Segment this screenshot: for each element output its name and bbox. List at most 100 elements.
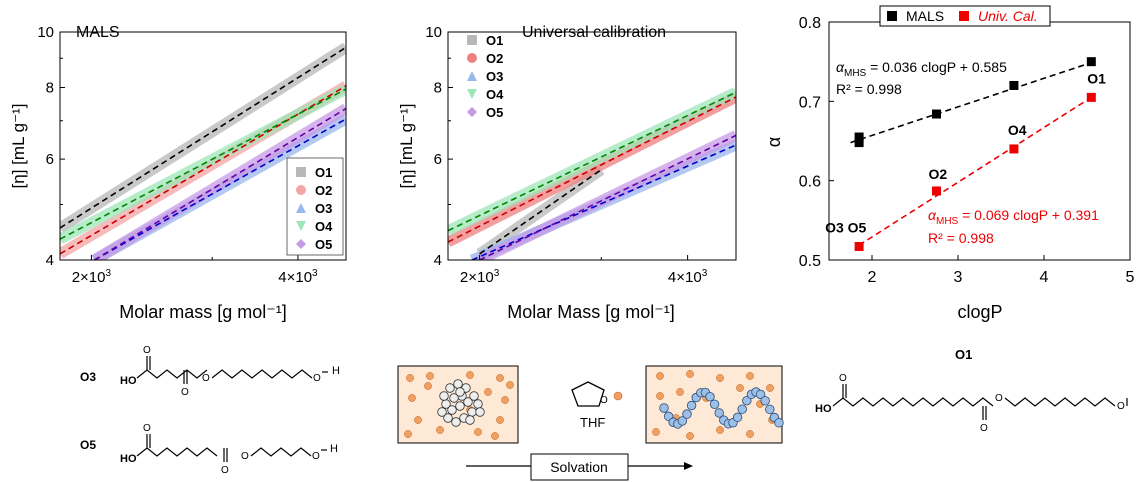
alpha-x-tick-label: 2 (868, 269, 877, 286)
alpha-vs-clogp-chart: 2 3 4 5 0.5 0.6 0.7 0.8 O3 O5 O2 O4 O1 clogP α MAL… (764, 5, 1135, 322)
alpha-legend: MALS Univ. Cal. (879, 5, 1051, 27)
o5-h-text: H (330, 443, 338, 455)
uc-x-axis-label: Molar Mass [g mol⁻¹] (507, 302, 675, 322)
solvent-molecule (652, 428, 660, 436)
o1-o-end: O (1117, 401, 1125, 412)
o3-chain-2 (211, 369, 313, 379)
mals-fit-line-o1 (60, 46, 346, 229)
legend-marker-mals (887, 11, 897, 21)
o1-o-2: O (980, 423, 988, 434)
solvent-molecule (716, 426, 724, 434)
univ-cal-fit-r2: R² = 0.998 (928, 230, 994, 246)
polymer-bead-extended (737, 404, 747, 414)
alpha-plot-frame (828, 21, 1131, 261)
solvent-molecule (491, 432, 499, 440)
o5-o-end: O (312, 451, 320, 462)
mals-point (854, 132, 864, 142)
solvation-scheme: O THF Solvation (397, 365, 784, 481)
uc-legend-marker-o3 (467, 71, 477, 81)
o5-ho-text: HO (120, 453, 137, 465)
structure-o5-label: O5 (80, 438, 96, 452)
o5-o-1: O (143, 423, 151, 434)
mals-legend-box (286, 157, 344, 256)
mals-legend-marker-o4 (296, 221, 306, 231)
uc-legend-marker-o5 (467, 107, 477, 117)
mals-x-tick-label: 4×103 (278, 268, 318, 286)
alpha-x-tick-label: 3 (954, 269, 963, 286)
uc-fit-line-o5 (479, 134, 736, 260)
mals-legend-label-o1: O1 (315, 165, 332, 180)
mals-fit-line-o3 (93, 118, 346, 260)
mals-point (932, 109, 941, 119)
mals-point (854, 138, 864, 148)
mals-point (1009, 80, 1019, 90)
solvent-molecule (408, 394, 416, 402)
mals-legend-label-o5: O5 (315, 237, 332, 252)
thf-o-atom: O (600, 395, 608, 406)
mals-legend: O1 O2 O3 O4 O5 (286, 157, 344, 256)
uc-y-tick-label: 6 (434, 151, 442, 168)
polymer-bead-extended (742, 395, 752, 406)
thf-ring-icon (571, 381, 605, 407)
univ-cal-point (1009, 144, 1019, 154)
solvent-molecule (686, 432, 694, 440)
o5-o-ester: O (241, 451, 249, 462)
mals-fit-equation: αMHS = 0.036 clogP + 0.585 (836, 59, 1007, 79)
o5-chain-2 (250, 447, 312, 457)
alpha-y-axis-label: α (764, 137, 784, 147)
alpha-point-label: O3 O5 (825, 220, 866, 236)
polymer-bead-extended (755, 389, 766, 400)
polymer-bead-extended (760, 396, 770, 406)
mals-legend-marker-o3 (296, 203, 306, 213)
solvent-label: THF (580, 415, 605, 430)
mals-point (1086, 57, 1096, 67)
polymer-bead-coiled (437, 407, 447, 417)
solvent-molecule (436, 426, 444, 434)
mals-fit-line-o2 (60, 85, 346, 255)
polymer-bead-extended (774, 418, 784, 428)
univ-cal-point (1086, 92, 1096, 102)
polymer-bead-coiled (465, 415, 475, 425)
mals-legend-marker-o2 (296, 185, 306, 195)
solvent-molecule (404, 430, 412, 438)
polymer-bead-coiled (449, 393, 459, 403)
o3-h-text: H (332, 365, 340, 377)
o3-o-2: O (181, 387, 189, 398)
polymer-bead-extended (682, 409, 692, 419)
polymer-bead-coiled (439, 391, 449, 401)
polymer-bead-coiled (453, 379, 463, 389)
mals-y-tick-label: 6 (46, 151, 54, 168)
structure-o3: O3 HO O O O O H (80, 345, 340, 398)
alpha-x-axis-label: clogP (957, 302, 1002, 322)
univ-cal-fit-equation: αMHS = 0.069 clogP + 0.391 (928, 207, 1099, 227)
solvent-molecule (716, 374, 724, 382)
univ-cal-point (854, 242, 864, 252)
o3-chain-1 (136, 369, 208, 379)
uc-fit-line-o2 (448, 96, 736, 243)
polymer-bead-extended (732, 412, 743, 423)
uc-legend-marker-o2 (467, 53, 477, 63)
o3-o-ester: O (202, 373, 210, 384)
polymer-bead-extended (705, 392, 715, 402)
uc-fit-line-o3 (471, 144, 736, 260)
structure-o5: O5 HO O O O O H (80, 423, 338, 476)
universal-calibration-chart: 4 6 8 10 2×103 4×103 Universal calibration Mo… (397, 24, 737, 322)
mals-legend-marker-o5 (296, 239, 306, 249)
structure-o1-label: O1 (955, 347, 972, 362)
mals-fit-line-o5 (93, 107, 346, 260)
polymer-bead-coiled (455, 401, 465, 411)
solvent-molecule (746, 430, 754, 438)
uc-x-tick-label: 4×103 (668, 268, 708, 286)
solvent-molecule (676, 388, 684, 396)
uc-y-tick-label: 10 (425, 24, 442, 41)
alpha-point-label: O4 (1008, 122, 1027, 138)
polymer-bead-coiled (445, 383, 455, 393)
solvent-molecule (474, 428, 482, 436)
mals-y-axis-label: [η] [mL g⁻¹] (9, 104, 28, 189)
mals-fit-line (850, 60, 1096, 144)
polymer-bead-extended (709, 399, 720, 410)
alpha-x-tick-label: 5 (1126, 269, 1135, 286)
structure-o1: O1 HO O O O O (815, 347, 1128, 434)
mals-y-tick-label: 4 (46, 252, 54, 269)
